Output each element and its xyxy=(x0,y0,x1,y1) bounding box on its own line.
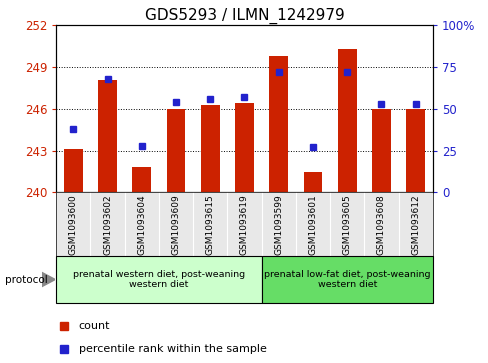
Bar xyxy=(406,109,424,192)
Bar xyxy=(371,109,390,192)
Text: prenatal western diet, post-weaning
western diet: prenatal western diet, post-weaning west… xyxy=(73,270,244,289)
Bar xyxy=(235,103,253,192)
Text: prenatal low-fat diet, post-weaning
western diet: prenatal low-fat diet, post-weaning west… xyxy=(264,270,429,289)
Text: GSM1093615: GSM1093615 xyxy=(205,194,214,255)
Text: protocol: protocol xyxy=(5,274,47,285)
Text: GSM1093600: GSM1093600 xyxy=(69,194,78,255)
Bar xyxy=(201,105,219,192)
Bar xyxy=(269,56,287,192)
Text: GSM1093619: GSM1093619 xyxy=(240,194,248,255)
Bar xyxy=(64,149,82,192)
Text: GSM1093602: GSM1093602 xyxy=(103,194,112,255)
Title: GDS5293 / ILMN_1242979: GDS5293 / ILMN_1242979 xyxy=(144,8,344,24)
Bar xyxy=(337,49,356,192)
Bar xyxy=(303,171,322,192)
Bar xyxy=(56,256,261,303)
Text: GSM1093604: GSM1093604 xyxy=(137,194,146,255)
Text: GSM1093609: GSM1093609 xyxy=(171,194,180,255)
Text: GSM1093605: GSM1093605 xyxy=(342,194,351,255)
Bar xyxy=(261,256,432,303)
Text: percentile rank within the sample: percentile rank within the sample xyxy=(79,344,266,354)
Bar xyxy=(132,167,151,192)
Polygon shape xyxy=(41,272,55,287)
Text: count: count xyxy=(79,321,110,331)
Text: GSM1093599: GSM1093599 xyxy=(274,194,283,255)
Text: GSM1093608: GSM1093608 xyxy=(376,194,385,255)
Bar xyxy=(166,109,185,192)
Text: GSM1093612: GSM1093612 xyxy=(410,194,419,255)
Bar xyxy=(98,79,117,192)
Text: GSM1093601: GSM1093601 xyxy=(308,194,317,255)
